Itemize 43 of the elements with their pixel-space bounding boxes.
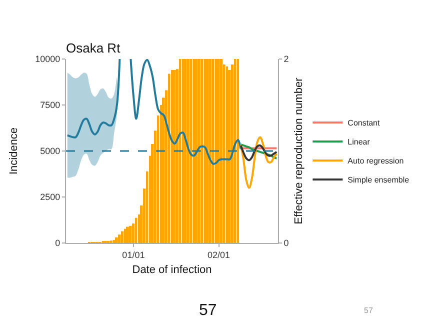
legend-label: Simple ensemble [348, 176, 410, 185]
bar [215, 59, 218, 243]
bar [118, 234, 121, 243]
bar [220, 59, 223, 243]
legend-label: Linear [348, 138, 370, 147]
bar [226, 66, 228, 243]
x-tick-label: 02/01 [208, 250, 230, 260]
bar [187, 59, 190, 243]
bar [209, 59, 212, 243]
bar [212, 59, 214, 243]
bar [126, 226, 129, 243]
y-tick-label: 0 [55, 238, 60, 248]
y-tick-label: 10000 [35, 54, 60, 64]
bar [113, 240, 116, 243]
bar [204, 59, 206, 243]
chart-title: Osaka Rt [66, 40, 121, 56]
bar [171, 70, 173, 243]
bar [135, 218, 138, 243]
x-tick-label: 01/01 [122, 250, 145, 260]
text: 57 [364, 306, 374, 315]
y-tick-label: 7500 [40, 100, 60, 110]
y2-tick-label: 2 [284, 54, 289, 64]
bar [234, 59, 236, 243]
bar [124, 228, 126, 243]
bar [173, 70, 176, 243]
y2-axis-title: Effective reproduction number [293, 77, 306, 224]
y-tick-label: 2500 [40, 192, 60, 202]
bar [115, 237, 118, 243]
bar [217, 59, 220, 243]
legend-label: Auto regression [348, 156, 404, 166]
bar [206, 59, 209, 243]
bar [193, 59, 195, 243]
y-tick-label: 5000 [40, 146, 60, 156]
bar [182, 59, 184, 243]
legend-label: Constant [348, 118, 380, 128]
bar [198, 59, 200, 243]
bar [129, 226, 132, 243]
text: 57 [199, 302, 217, 319]
y-axis-title: Incidence [8, 127, 20, 175]
x-axis-title: Date of infection [132, 264, 212, 276]
bar [201, 59, 204, 243]
bar [121, 231, 124, 243]
y2-tick-label: 0 [284, 238, 289, 248]
